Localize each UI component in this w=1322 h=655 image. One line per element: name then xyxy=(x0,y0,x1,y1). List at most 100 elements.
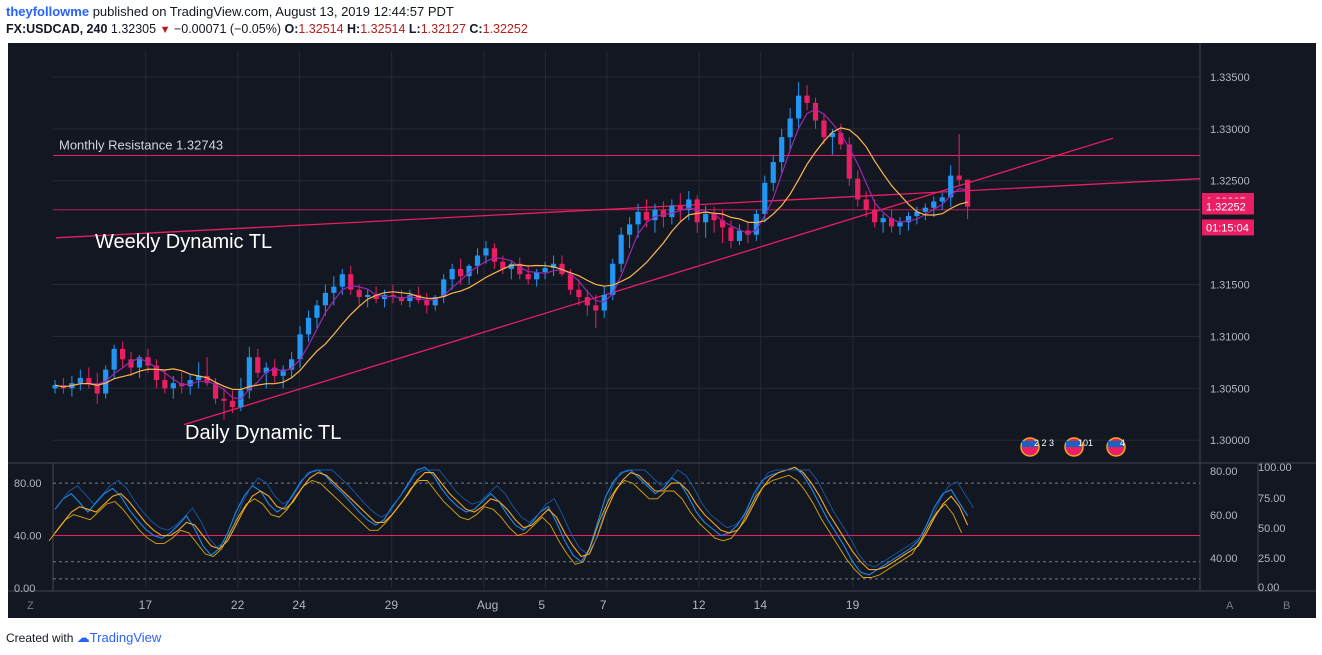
candle-body xyxy=(627,224,633,235)
candle-body xyxy=(474,255,481,266)
candle-body xyxy=(812,102,819,121)
candle-body xyxy=(711,213,717,221)
candle-body xyxy=(745,230,751,235)
low-label: L: xyxy=(408,22,421,36)
candle-body xyxy=(846,144,852,179)
candle-body xyxy=(204,375,210,384)
osc-far-right-tick-label: 50.00 xyxy=(1258,523,1286,535)
log-scale-button: B xyxy=(1283,600,1290,612)
candle-body xyxy=(736,230,743,241)
candle-body xyxy=(610,263,616,295)
candle-body xyxy=(643,211,650,221)
candle-body xyxy=(728,227,734,241)
candle-body xyxy=(289,359,295,370)
candle-body xyxy=(872,209,878,223)
candle-body xyxy=(939,197,945,202)
weekly-trendline-label: Weekly Dynamic TL xyxy=(95,231,272,253)
low-value: 1.32127 xyxy=(420,22,466,36)
candle-body xyxy=(542,267,548,273)
time-tick-label: 29 xyxy=(385,598,399,612)
time-tick-label: 24 xyxy=(292,598,306,612)
high-label: H: xyxy=(347,22,361,36)
candle-body xyxy=(255,357,261,373)
published-text: published on TradingView.com, August 13,… xyxy=(92,4,454,19)
candle-body xyxy=(618,234,624,264)
candle-body xyxy=(956,175,962,180)
candle-body xyxy=(432,297,438,306)
tradingview-brand[interactable]: TradingView xyxy=(89,630,162,645)
chart-canvas[interactable]: Monthly Resistance 1.32743 Weekly Dynamic… xyxy=(8,43,1316,618)
candle-body xyxy=(339,274,345,287)
candle-body xyxy=(297,334,303,360)
candle-body xyxy=(136,357,143,368)
candle-body xyxy=(660,209,666,218)
flag-canton-icon xyxy=(1066,441,1082,447)
candle-body xyxy=(686,199,692,210)
candle-body xyxy=(77,377,83,384)
candle-body xyxy=(694,199,700,223)
symbol-label[interactable]: FX:USDCAD, 240 xyxy=(6,22,108,36)
moving-average-fast-line xyxy=(54,108,968,400)
osc-far-right-tick-label: 25.00 xyxy=(1258,553,1286,565)
auto-scale-button: A xyxy=(1226,600,1234,612)
candle-body xyxy=(762,182,768,214)
candle-body xyxy=(948,175,954,198)
weekly-trendline xyxy=(55,178,1201,239)
candle-body xyxy=(593,305,599,311)
candle-body xyxy=(550,263,557,268)
candle-body xyxy=(187,380,193,387)
candle-body xyxy=(652,209,658,221)
candle-body xyxy=(120,348,126,360)
price-tag-box xyxy=(1202,198,1254,215)
candle-body xyxy=(888,218,895,227)
candle-body xyxy=(246,357,252,391)
flag-canton-icon xyxy=(1108,441,1124,447)
candle-body xyxy=(719,220,726,228)
candle-body xyxy=(796,95,802,119)
candle-body xyxy=(576,289,582,297)
symbol-legend: FX:USDCAD, 240 1.32305 ▼ −0.00071 (−0.05… xyxy=(6,22,528,36)
candle-body xyxy=(855,178,861,200)
candle-body xyxy=(466,265,472,277)
daily-trendline-label: Daily Dynamic TL xyxy=(185,422,341,444)
candle-body xyxy=(280,369,286,376)
open-label: O: xyxy=(284,22,299,36)
author-link[interactable]: theyfollowme xyxy=(6,4,90,19)
created-with-text: Created with xyxy=(6,631,74,645)
candle-body xyxy=(221,398,227,401)
flag-canton-icon xyxy=(1022,441,1038,447)
price-change: −0.00071 (−0.05%) xyxy=(173,22,281,36)
candle-body xyxy=(804,95,810,103)
time-tick-label: 5 xyxy=(538,598,545,612)
down-arrow-icon: ▼ xyxy=(159,24,171,36)
candle-body xyxy=(931,201,937,208)
osc-left-tick-label: 80.00 xyxy=(14,478,42,490)
price-tag-label: 01:15:04 xyxy=(1206,222,1249,234)
candle-body xyxy=(753,213,759,235)
footer: Created with ☁TradingView xyxy=(6,630,161,646)
candle-body xyxy=(517,263,523,275)
high-value: 1.32514 xyxy=(360,22,406,36)
candle-body xyxy=(880,218,886,223)
candle-body xyxy=(922,207,928,212)
close-value: 1.32252 xyxy=(482,22,528,36)
time-tick-label: 12 xyxy=(692,598,706,612)
oscillator-signal-line xyxy=(48,474,963,578)
publish-info: theyfollowme published on TradingView.co… xyxy=(6,4,454,19)
chart-frame[interactable]: Monthly Resistance 1.32743 Weekly Dynamic… xyxy=(8,43,1316,618)
monthly-resistance-label: Monthly Resistance 1.32743 xyxy=(59,138,223,153)
osc-right-tick-label: 80.00 xyxy=(1210,466,1238,478)
candle-body xyxy=(770,162,776,183)
time-tick-label: 14 xyxy=(754,598,768,612)
candle-body xyxy=(669,205,675,218)
time-tick-label: 7 xyxy=(600,598,607,612)
price-tick-label: 1.33500 xyxy=(1210,72,1250,84)
osc-far-right-tick-label: 0.00 xyxy=(1258,582,1279,594)
close-label: C: xyxy=(469,22,483,36)
price-tick-label: 1.32500 xyxy=(1210,176,1250,188)
candle-body xyxy=(128,359,134,368)
candle-body xyxy=(356,289,362,297)
candle-body xyxy=(212,383,219,399)
candle-body xyxy=(905,216,912,223)
candle-body xyxy=(703,213,709,223)
